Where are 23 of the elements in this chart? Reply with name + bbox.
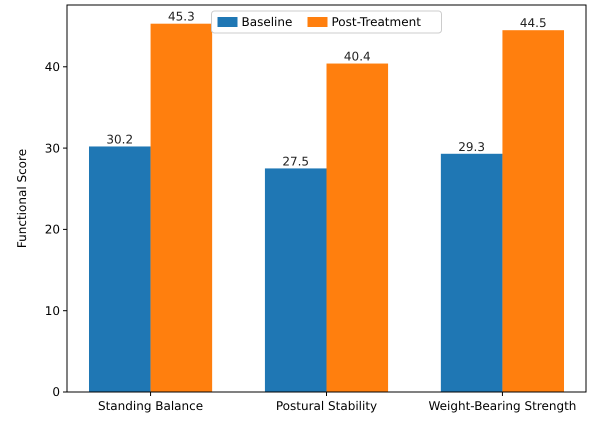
y-tick-label: 0 [52, 385, 60, 400]
data-label: 45.3 [168, 10, 195, 24]
data-label: 40.4 [344, 50, 371, 64]
bar [326, 64, 388, 392]
y-tick-label: 40 [44, 60, 60, 74]
x-tick-label: Standing Balance [98, 399, 204, 413]
bar [264, 168, 326, 392]
data-label: 27.5 [282, 154, 310, 168]
y-tick-label: 30 [44, 141, 60, 156]
bar [440, 154, 502, 392]
bar [150, 24, 212, 392]
x-tick-label: Postural Stability [276, 399, 378, 413]
y-axis-title: Functional Score [15, 148, 29, 248]
data-label: 29.3 [458, 140, 486, 154]
data-label: 30.2 [106, 132, 134, 146]
bar [502, 30, 564, 392]
y-tick-label: 10 [44, 304, 60, 318]
legend-label: Post-Treatment [332, 15, 422, 30]
legend-label: Baseline [242, 15, 292, 30]
data-label: 44.5 [520, 16, 547, 30]
y-tick-label: 20 [44, 222, 60, 237]
x-tick-label: Weight-Bearing Strength [428, 399, 576, 413]
bar [88, 146, 151, 392]
